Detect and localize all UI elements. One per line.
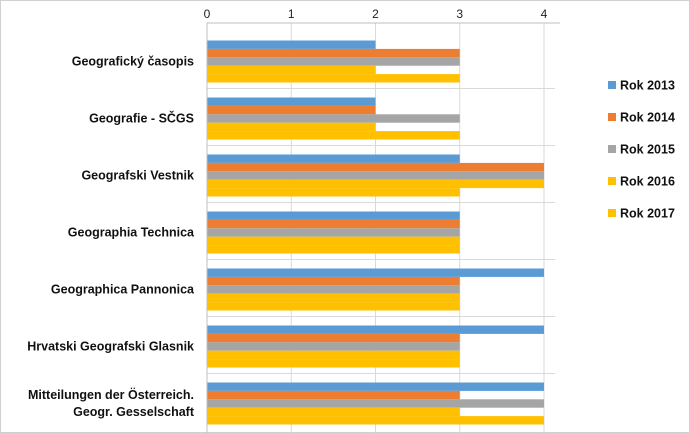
legend: Rok 2013 Rok 2014 Rok 2015 Rok 2016 Rok 2017 (608, 79, 675, 221)
category-label: Geografický časopis (72, 55, 194, 69)
value-axis (206, 22, 560, 433)
tick-label: 2 (372, 7, 379, 21)
bar (207, 122, 376, 132)
bar (207, 399, 544, 408)
legend-label: Rok 2015 (620, 143, 675, 157)
bar (207, 359, 460, 368)
bar (207, 390, 460, 400)
bar (207, 276, 460, 286)
bar (207, 97, 376, 106)
category-label: Geogr. Gesselschaft (73, 405, 195, 419)
legend-label: Rok 2013 (620, 79, 675, 93)
bar (207, 342, 460, 351)
tick-label: 4 (541, 7, 548, 21)
bar (207, 325, 544, 334)
category-label: Geographica Pannonica (51, 283, 195, 297)
bar (207, 211, 460, 220)
legend-swatch (608, 177, 616, 185)
bar (207, 162, 544, 172)
bar (207, 48, 460, 58)
legend-swatch (608, 209, 616, 217)
bar (207, 74, 460, 83)
bar (207, 188, 460, 197)
bar (207, 350, 460, 360)
category-label: Hrvatski Geografski Glasnik (27, 340, 194, 354)
bar (207, 333, 460, 343)
bar (207, 154, 460, 163)
bar (207, 382, 544, 391)
category-separators (207, 88, 555, 374)
bar (207, 179, 544, 189)
bar (207, 65, 376, 75)
tick-label: 3 (456, 7, 463, 21)
legend-label: Rok 2014 (620, 111, 675, 125)
category-label: Geografski Vestnik (81, 169, 194, 183)
bar (207, 236, 460, 246)
legend-label: Rok 2017 (620, 207, 675, 221)
bar (207, 302, 460, 311)
bar (207, 228, 460, 237)
legend-label: Rok 2016 (620, 175, 675, 189)
bar (207, 131, 460, 140)
bar (207, 268, 544, 277)
bar (207, 219, 460, 229)
tick-label: 1 (288, 7, 295, 21)
bar (207, 416, 544, 425)
category-label: Geographia Technica (68, 226, 195, 240)
tick-labels: 0 1 2 3 4 (204, 7, 548, 21)
bar (207, 245, 460, 254)
bar (207, 285, 460, 294)
bar (207, 57, 460, 66)
bar (207, 40, 376, 49)
legend-swatch (608, 81, 616, 89)
bar (207, 114, 460, 123)
bar (207, 105, 376, 115)
category-label: Geografie - SČGS (89, 111, 194, 126)
bar (207, 407, 460, 417)
bar (207, 293, 460, 303)
bars (207, 40, 544, 425)
bar (207, 171, 544, 180)
tick-label: 0 (204, 7, 211, 21)
category-labels: Geografický časopis Geografie - SČGS Geogr… (27, 55, 195, 420)
category-label: Mitteilungen der Österreich. (28, 387, 194, 402)
legend-swatch (608, 113, 616, 121)
legend-swatch (608, 145, 616, 153)
